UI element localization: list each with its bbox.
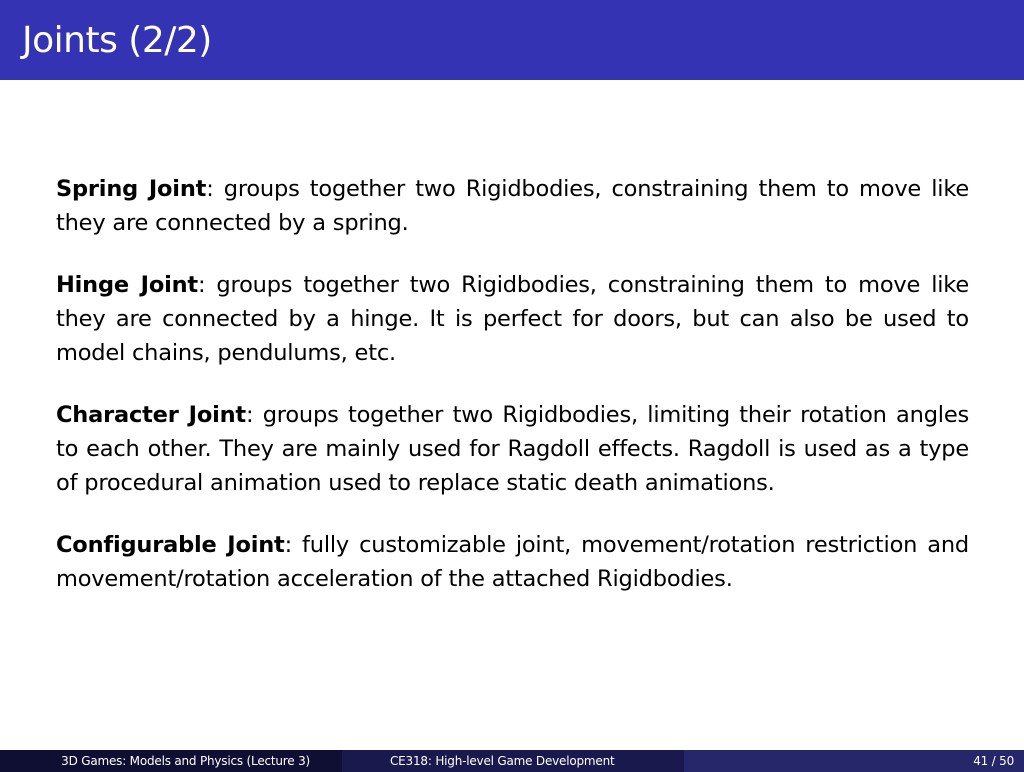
term-character-joint: Character Joint bbox=[56, 402, 246, 428]
paragraph-configurable-joint: Configurable Joint: fully customizable j… bbox=[56, 528, 969, 596]
description-character-joint: : groups together two Rigidbodies, limit… bbox=[56, 402, 970, 496]
footer-course-name: CE318: High-level Game Development bbox=[342, 750, 684, 772]
paragraph-spring-joint: Spring Joint: groups together two Rigidb… bbox=[56, 172, 969, 240]
paragraph-hinge-joint: Hinge Joint: groups together two Rigidbo… bbox=[56, 268, 969, 370]
term-spring-joint: Spring Joint bbox=[56, 176, 207, 202]
description-spring-joint: : groups together two Rigidbodies, const… bbox=[56, 176, 970, 236]
description-hinge-joint: : groups together two Rigidbodies, const… bbox=[56, 272, 969, 366]
slide-body: Spring Joint: groups together two Rigidb… bbox=[56, 172, 969, 624]
footer-page-number: 41 / 50 bbox=[684, 750, 1024, 772]
term-hinge-joint: Hinge Joint bbox=[56, 272, 198, 298]
footer-lecture-title: 3D Games: Models and Physics (Lecture 3) bbox=[0, 750, 342, 772]
paragraph-character-joint: Character Joint: groups together two Rig… bbox=[56, 398, 969, 500]
footer: 3D Games: Models and Physics (Lecture 3)… bbox=[0, 750, 1024, 772]
description-configurable-joint: : fully customizable joint, movement/rot… bbox=[56, 532, 969, 592]
title-bar: Joints (2/2) bbox=[0, 0, 1024, 80]
term-configurable-joint: Configurable Joint bbox=[56, 532, 285, 558]
slide-title: Joints (2/2) bbox=[22, 20, 212, 61]
